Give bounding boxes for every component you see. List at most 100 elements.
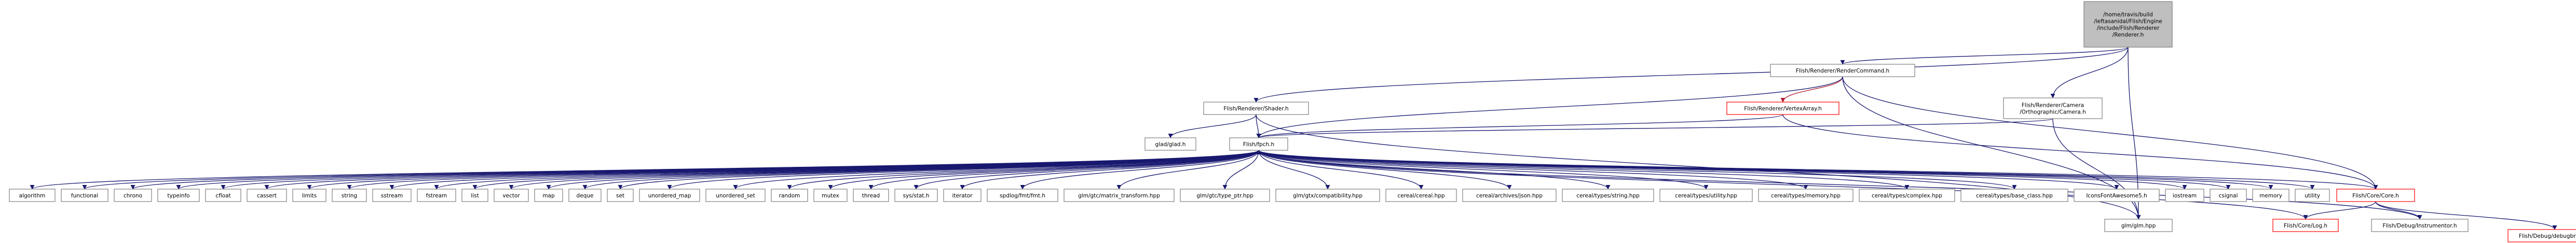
edge-group	[1842, 76, 2378, 190]
node-box	[1770, 64, 1915, 77]
edge-group	[1253, 47, 2129, 103]
edge-camera-to-fpch	[1257, 118, 2053, 138]
node-label: Flish/Renderer/RenderCommand.h	[1796, 68, 1889, 74]
edge-group	[1256, 114, 1783, 138]
node-label: iostream	[2173, 193, 2197, 199]
node-mutex[interactable]: mutex	[813, 189, 848, 202]
node-box	[534, 189, 563, 202]
node-box	[2295, 189, 2330, 202]
node-deque[interactable]: deque	[568, 189, 602, 202]
node-random[interactable]: random	[771, 189, 808, 202]
node-glad[interactable]: glad/glad.h	[1144, 137, 1196, 151]
edge-fpch-to-thread	[868, 150, 1259, 190]
edge-core-to-debugbreak	[2375, 201, 2557, 230]
edge-vertex_array-to-core	[1782, 114, 2378, 190]
edge-shader-to-glad	[1168, 114, 1257, 138]
node-label: spdlog/fmt/fmt.h	[1000, 193, 1045, 199]
edge-group	[1222, 150, 1259, 190]
edge-vertex_array-to-fpch	[1256, 114, 1783, 138]
node-list[interactable]: list	[461, 189, 488, 202]
node-string[interactable]: string	[332, 189, 367, 202]
edge-group	[667, 150, 1259, 190]
node-json[interactable]: cereal/archives/json.hpp	[1462, 189, 1557, 202]
node-sys-stat[interactable]: sys/stat.h	[894, 189, 938, 202]
node-label: cereal/types/complex.hpp	[1872, 193, 1942, 199]
node-iconsfont[interactable]: IconsFontAwesome5.h	[2074, 189, 2160, 202]
node-iterator[interactable]: iterator	[943, 189, 982, 202]
node-box	[1562, 189, 1654, 202]
node-label: functional	[71, 193, 98, 199]
node-vector[interactable]: vector	[494, 189, 529, 202]
edge-group	[2375, 201, 2422, 220]
node-compatibility[interactable]: glm/gtx/compatibility.hpp	[1275, 189, 1380, 202]
node-c-base-class[interactable]: cereal/types/base_class.hpp	[1960, 189, 2068, 202]
node-glm[interactable]: glm/glm.hpp	[2104, 219, 2173, 232]
node-box	[247, 189, 287, 202]
node-label: cereal/archives/json.hpp	[1476, 193, 1543, 199]
node-memory[interactable]: memory	[2252, 189, 2289, 202]
node-core[interactable]: Flish/Core/Core.h	[2336, 189, 2415, 202]
node-c-utility[interactable]: cereal/types/utility.hpp	[1659, 189, 1753, 202]
node-debugbreak[interactable]: Flish/Debug/debugbreak.h	[2507, 229, 2576, 242]
node-root[interactable]: /home/travis/build/leftasanidal/Flish/En…	[2083, 1, 2173, 48]
node-thread[interactable]: thread	[853, 189, 889, 202]
edge-group	[914, 150, 1259, 190]
node-box	[114, 189, 152, 202]
node-label: glm/glm.hpp	[2121, 223, 2156, 229]
node-box	[1064, 189, 1175, 202]
node-typeinfo[interactable]: typeinfo	[157, 189, 200, 202]
node-label: utility	[2305, 193, 2320, 199]
node-csignal[interactable]: csignal	[2210, 189, 2247, 202]
node-matrix-transform[interactable]: glm/gtc/matrix_transform.hpp	[1064, 189, 1175, 202]
node-cfloat[interactable]: cfloat	[205, 189, 241, 202]
node-box	[2507, 229, 2576, 242]
node-sstream[interactable]: sstream	[372, 189, 412, 202]
node-cassert[interactable]: cassert	[247, 189, 287, 202]
node-iostream[interactable]: iostream	[2165, 189, 2204, 202]
node-vertex-array[interactable]: Flish/Renderer/VertexArray.h	[1726, 102, 1839, 115]
node-label: set	[616, 193, 624, 199]
node-algorithm[interactable]: algorithm	[9, 189, 56, 202]
node-spdlog[interactable]: spdlog/fmt/fmt.h	[987, 189, 1058, 202]
node-cereal[interactable]: cereal/cereal.hpp	[1385, 189, 1457, 202]
edge-fpch-to-c_base_class	[1258, 150, 2017, 190]
node-utility[interactable]: utility	[2295, 189, 2330, 202]
node-log[interactable]: Flish/Core/Log.h	[2272, 219, 2339, 232]
edge-fpch-to-utility	[1258, 150, 2315, 190]
node-c-string[interactable]: cereal/types/string.hpp	[1562, 189, 1654, 202]
node-label: glm/gtc/matrix_transform.hpp	[1078, 193, 1160, 199]
node-set[interactable]: set	[607, 189, 634, 202]
node-map[interactable]: map	[534, 189, 563, 202]
node-type-ptr[interactable]: glm/gtc/type_ptr.hpp	[1180, 189, 1270, 202]
node-box	[987, 189, 1058, 202]
node-unordered-set[interactable]: unordered_set	[705, 189, 766, 202]
edge-group	[1258, 150, 1910, 190]
edge-group	[828, 150, 1259, 190]
node-instrumentor[interactable]: Flish/Debug/Instrumentor.h	[2371, 219, 2469, 232]
node-camera[interactable]: Flish/Renderer/Camera/Orthographic/Camer…	[2003, 97, 2103, 119]
node-limits[interactable]: limits	[292, 189, 326, 202]
node-fpch[interactable]: Flish/fpch.h	[1229, 137, 1288, 151]
node-box	[1659, 189, 1753, 202]
node-shader[interactable]: Flish/Renderer/Shader.h	[1203, 102, 1309, 115]
edge-group	[1258, 150, 1611, 190]
edge-fpch-to-string	[347, 150, 1259, 190]
node-unordered-map[interactable]: unordered_map	[639, 189, 700, 202]
node-c-memory[interactable]: cereal/types/memory.hpp	[1758, 189, 1853, 202]
node-render-command[interactable]: Flish/Renderer/RenderCommand.h	[1770, 64, 1915, 77]
node-fstream[interactable]: fstream	[417, 189, 456, 202]
node-chrono[interactable]: chrono	[114, 189, 152, 202]
edge-fpch-to-random	[787, 150, 1259, 190]
node-label: Flish/Renderer/VertexArray.h	[1744, 106, 1822, 112]
node-label: Flish/Debug/debugbreak.h	[2519, 233, 2576, 239]
edge-fpch-to-cereal	[1258, 150, 1424, 190]
node-box	[2083, 1, 2173, 48]
edge-group	[733, 150, 1259, 190]
node-c-complex[interactable]: cereal/types/complex.hpp	[1859, 189, 1955, 202]
edge-group	[960, 150, 1259, 190]
node-box	[1960, 189, 2068, 202]
node-box	[813, 189, 848, 202]
edge-group	[1258, 150, 2315, 190]
node-label: vector	[502, 193, 520, 199]
node-functional[interactable]: functional	[61, 189, 108, 202]
